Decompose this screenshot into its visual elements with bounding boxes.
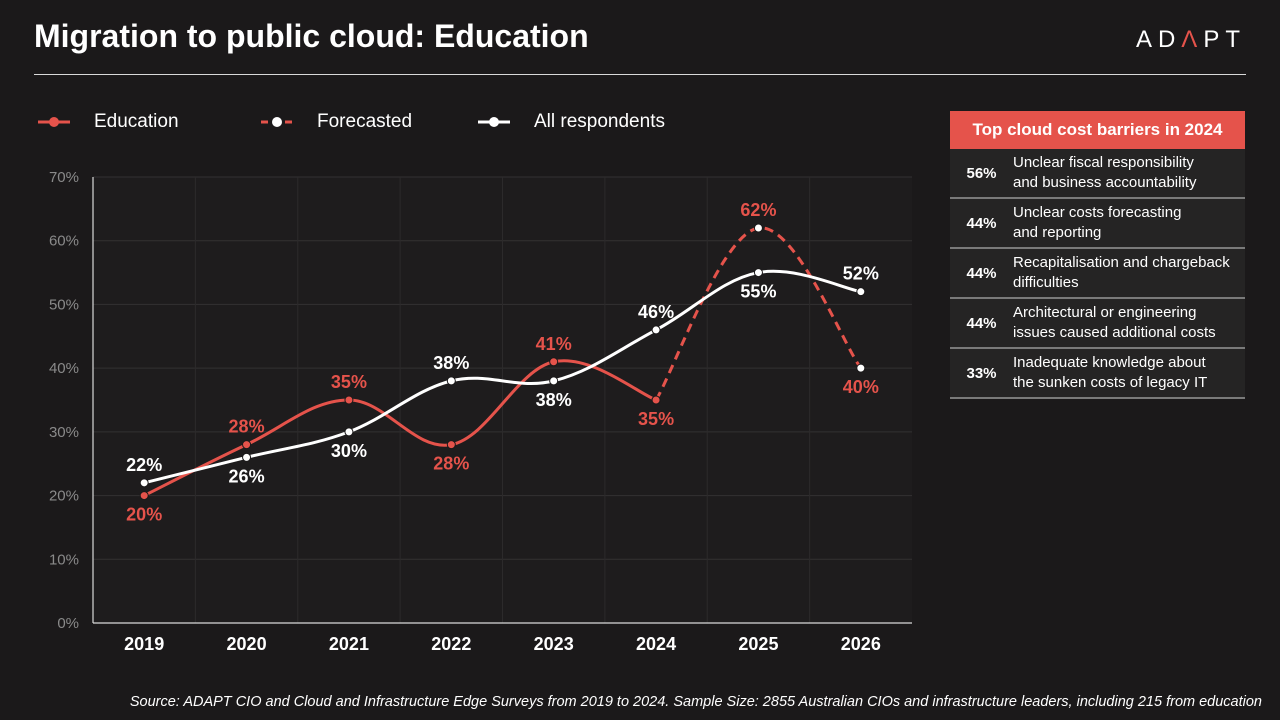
data-point (242, 452, 252, 462)
legend-label: All respondents (534, 111, 665, 132)
series-line-education (143, 359, 657, 497)
x-tick-label: 2021 (329, 634, 369, 654)
y-tick-label: 0% (57, 615, 79, 632)
barrier-row: 44% Architectural or engineering issues … (950, 299, 1245, 349)
barrier-text: Recapitalisation and chargeback difficul… (1013, 254, 1230, 291)
legend-label: Education (94, 111, 179, 132)
data-point (446, 440, 456, 450)
barrier-row: 56% Unclear fiscal responsibility and bu… (950, 149, 1245, 199)
data-label: 28% (433, 454, 469, 474)
data-label: 28% (229, 417, 265, 437)
legend-label: Forecasted (317, 111, 413, 132)
barrier-percent: 44% (966, 314, 997, 332)
legend-swatch-dashed-red (261, 117, 293, 127)
data-point (753, 223, 763, 233)
line-chart: 0% 10% 20% 30% 40% 50% 60% 70% 2019 2020 2021 2022 2… (49, 169, 912, 654)
barrier-text: Architectural or engineering issues caus… (1013, 304, 1216, 341)
y-tick-label: 30% (49, 424, 79, 441)
data-label: 52% (843, 264, 879, 284)
barrier-percent: 33% (966, 364, 997, 382)
data-point (446, 376, 456, 386)
data-point (139, 478, 149, 488)
data-label: 38% (536, 390, 572, 410)
data-label: 35% (638, 409, 674, 429)
barrier-row: 33% Inadequate knowledge about the sunke… (950, 349, 1245, 399)
data-point (856, 287, 866, 297)
barrier-percent: 44% (966, 264, 997, 282)
barrier-text: Unclear fiscal responsibility and busine… (1013, 154, 1197, 191)
data-label: 40% (843, 377, 879, 397)
data-point (139, 491, 149, 501)
x-tick-label: 2020 (227, 634, 267, 654)
data-point (651, 325, 661, 335)
x-tick-label: 2025 (738, 634, 778, 654)
barrier-text: Inadequate knowledge about the sunken co… (1013, 354, 1208, 391)
barrier-percent: 56% (966, 164, 997, 182)
source-note: Source: ADAPT CIO and Cloud and Infrastr… (129, 694, 1262, 710)
data-label: 38% (433, 353, 469, 373)
y-tick-label: 40% (49, 360, 79, 377)
y-tick-label: 60% (49, 233, 79, 250)
data-point (344, 427, 354, 437)
page-title: Migration to public cloud: Education (34, 18, 589, 54)
data-label: 62% (740, 200, 776, 220)
x-tick-label: 2024 (636, 634, 676, 654)
y-tick-label: 50% (49, 296, 79, 313)
y-tick-label: 20% (49, 488, 79, 505)
chart-legend: Education Forecasted All respondents (36, 108, 665, 136)
cost-barriers-panel: Top cloud cost barriers in 2024 56% Uncl… (950, 111, 1245, 399)
data-point (344, 395, 354, 405)
y-tick-label: 10% (49, 551, 79, 568)
data-point (651, 395, 661, 405)
data-label: 35% (331, 372, 367, 392)
legend-swatch-solid-red (38, 117, 70, 127)
legend-item-education: Education (36, 111, 259, 133)
barrier-percent: 44% (966, 214, 997, 232)
data-label: 30% (331, 441, 367, 461)
data-point (549, 357, 559, 367)
x-tick-label: 2023 (534, 634, 574, 654)
x-tick-label: 2022 (431, 634, 471, 654)
x-tick-label: 2019 (124, 634, 164, 654)
legend-item-all-respondents: All respondents (476, 111, 665, 133)
barrier-text: Unclear costs forecasting and reporting (1013, 204, 1182, 241)
data-point (856, 363, 866, 373)
data-label: 22% (126, 455, 162, 475)
data-label: 20% (126, 505, 162, 525)
legend-swatch-solid-white (478, 117, 510, 127)
data-point (549, 376, 559, 386)
barrier-row: 44% Recapitalisation and chargeback diff… (950, 249, 1245, 299)
data-point (242, 440, 252, 450)
y-tick-label: 70% (49, 169, 79, 186)
barrier-row: 44% Unclear costs forecasting and report… (950, 199, 1245, 249)
header-divider (34, 74, 1246, 75)
legend-item-forecasted: Forecasted (259, 111, 476, 133)
data-label: 41% (536, 334, 572, 354)
data-point (753, 268, 763, 278)
data-label: 55% (740, 282, 776, 302)
cost-barriers-title: Top cloud cost barriers in 2024 (950, 111, 1245, 149)
data-label: 26% (229, 466, 265, 486)
adapt-logo: ADΛPT (1135, 26, 1246, 53)
x-tick-label: 2026 (841, 634, 881, 654)
series-line-all-respondents (143, 269, 862, 485)
data-label: 46% (638, 302, 674, 322)
